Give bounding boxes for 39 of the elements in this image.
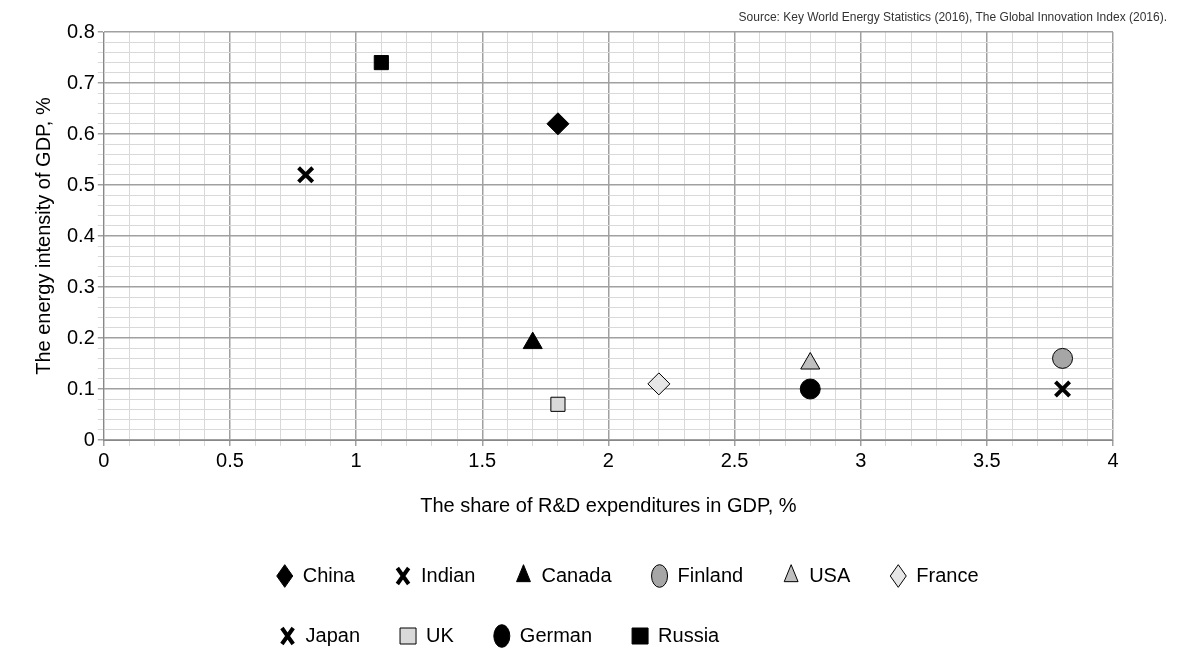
- point: [1053, 379, 1072, 399]
- y-tick-label: 0.5: [66, 172, 95, 195]
- legend-label: Finland: [677, 563, 744, 586]
- y-tick-label: 0.8: [66, 19, 95, 42]
- y-tick-label: 0.1: [66, 376, 95, 399]
- legend-label: Indian: [420, 563, 476, 586]
- x-tick-label: 2: [602, 448, 614, 471]
- x-tick-label: 4: [1107, 448, 1119, 471]
- legend-label: Russia: [658, 623, 721, 646]
- y-tick-label: 0.3: [66, 274, 95, 297]
- legend-label: Japan: [305, 623, 361, 646]
- legend-label: China: [302, 563, 356, 586]
- legend-label: UK: [426, 623, 455, 646]
- legend-label: USA: [809, 563, 851, 586]
- x-tick-label: 1.5: [468, 448, 497, 471]
- y-tick-label: 0.2: [66, 325, 95, 348]
- legend-label: France: [916, 563, 979, 586]
- x-tick-label: 0.5: [216, 448, 244, 471]
- point: [296, 165, 315, 184]
- source-note: Source: Key World Energy Statistics (2016), The Global Innovation Index (2016).: [738, 10, 1167, 25]
- point: [546, 112, 570, 136]
- point: [647, 372, 671, 396]
- x-tick-label: 0: [98, 448, 110, 471]
- x-tick-label: 1: [350, 448, 362, 471]
- legend-label: German: [519, 623, 593, 646]
- x-tick-label: 2.5: [720, 448, 749, 471]
- legend-label: Canada: [541, 563, 613, 586]
- y-tick-label: 0: [83, 427, 95, 450]
- point: [1052, 347, 1074, 369]
- y-tick-label: 0.4: [66, 223, 95, 246]
- y-tick-label: 0.6: [66, 121, 95, 144]
- point: [373, 55, 389, 71]
- y-tick-label: 0.7: [66, 70, 95, 93]
- point: [799, 378, 821, 400]
- x-axis-title: The share of R&D expenditures in GDP, %: [420, 493, 797, 516]
- x-tick-label: 3: [855, 448, 867, 471]
- x-tick-label: 3.5: [972, 448, 1001, 471]
- y-axis-title: The energy intensity of GDP, %: [31, 97, 54, 375]
- point: [550, 396, 566, 412]
